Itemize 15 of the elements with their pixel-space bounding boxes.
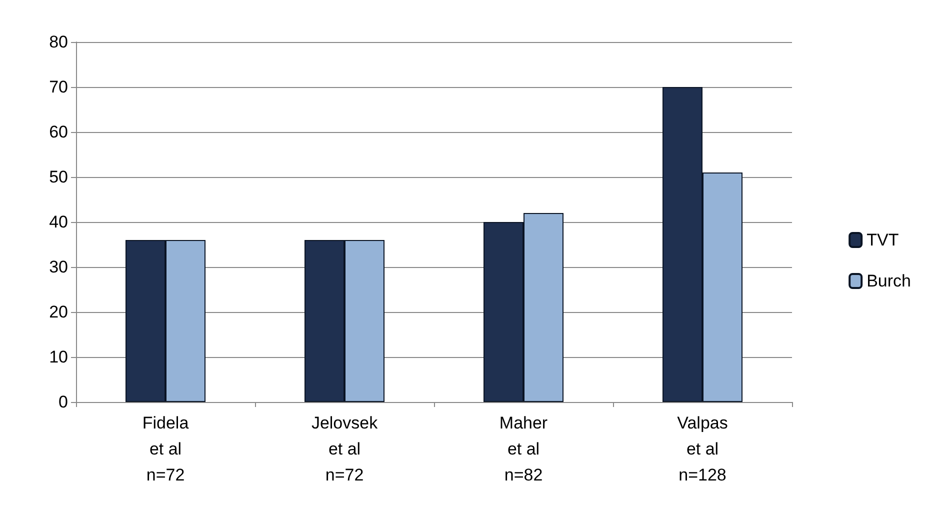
y-tick-label: 60 (49, 122, 68, 142)
y-tick-label: 20 (49, 302, 68, 322)
x-tick-label: Maher et al n=82 (499, 414, 548, 484)
x-tick-label: Jelovsek et al n=72 (311, 414, 378, 484)
legend-label: Burch (866, 272, 912, 290)
y-tick-label: 10 (49, 348, 68, 366)
y-tick-label: 50 (49, 168, 68, 186)
legend-label: TVT (866, 230, 899, 250)
y-tick-label: 80 (49, 32, 68, 52)
y-tick-label: 0 (58, 392, 68, 412)
x-tick-label: Valpas et al n=128 (677, 414, 728, 484)
y-tick-label: 30 (49, 258, 68, 276)
x-tick-label: Fidela et al n=72 (142, 414, 190, 484)
y-tick-label: 40 (49, 212, 68, 232)
y-tick-label: 70 (49, 78, 68, 96)
